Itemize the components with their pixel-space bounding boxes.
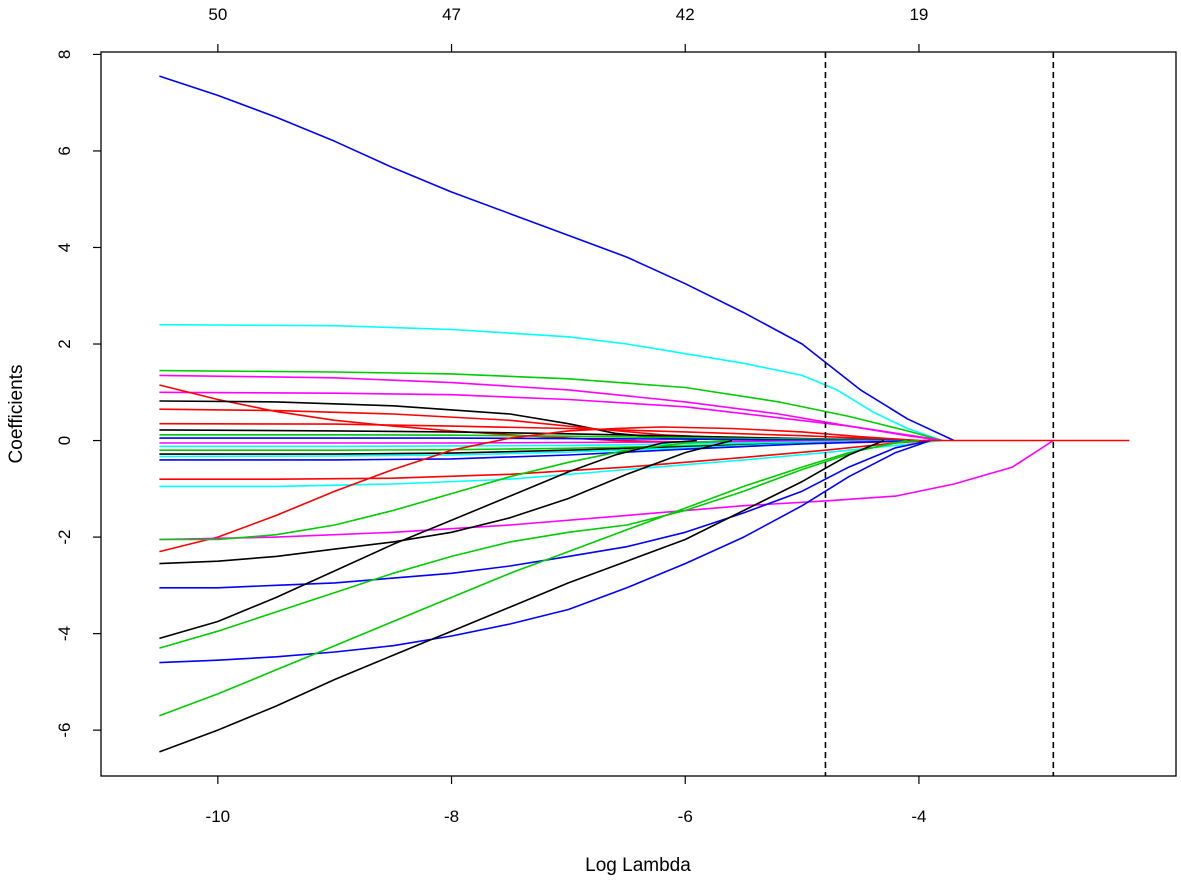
coef-path-21 (159, 426, 919, 553)
y-tick-label: 6 (55, 146, 74, 155)
y-tick-label: -4 (55, 626, 74, 641)
x-axis-title: Log Lambda (585, 855, 691, 876)
cv-lambda-lines (824, 52, 1055, 776)
y-tick-label: -6 (55, 723, 74, 738)
y-tick-label: 4 (55, 243, 74, 252)
coef-path-29 (159, 439, 919, 717)
y-axis-title: Coefficients (6, 365, 27, 464)
y-tick-label: 8 (55, 50, 74, 59)
coef-path-9 (159, 422, 919, 442)
coef-path-25 (159, 439, 931, 589)
x-tick-label: -10 (206, 807, 231, 826)
top-tick-label: 50 (208, 5, 227, 24)
coef-path-30 (159, 439, 885, 753)
top-tick-label: 47 (442, 5, 461, 24)
coef-path-14 (159, 439, 919, 448)
x-tick-label: -8 (444, 807, 459, 826)
coef-path-26 (159, 439, 697, 640)
top-tick-label: 42 (676, 5, 695, 24)
coef-path-22 (159, 439, 1054, 541)
coef-path-27 (159, 439, 908, 649)
y-tick-label: 2 (55, 339, 74, 348)
coef-path-5 (159, 391, 943, 442)
y-tick-label: -2 (55, 530, 74, 545)
plot-frame (100, 51, 1177, 777)
coef-path-11 (159, 433, 919, 442)
series-lines (159, 75, 1130, 753)
coef-path-3 (159, 369, 943, 442)
coef-path-18 (159, 439, 919, 461)
coef-path-13 (159, 439, 919, 444)
axes: -10 -8 -6 -4 50 47 42 19 -6 -4 -2 0 2 4 6 8 (55, 5, 928, 826)
coef-path-1 (159, 75, 955, 442)
x-tick-label: -6 (678, 807, 693, 826)
top-tick-label: 19 (909, 5, 928, 24)
y-tick-label: 0 (55, 436, 74, 445)
coef-path-24 (159, 439, 733, 565)
coef-path-2 (159, 323, 943, 442)
coef-path-28 (159, 439, 931, 664)
x-tick-label: -4 (911, 807, 926, 826)
coef-path-12 (159, 437, 919, 442)
